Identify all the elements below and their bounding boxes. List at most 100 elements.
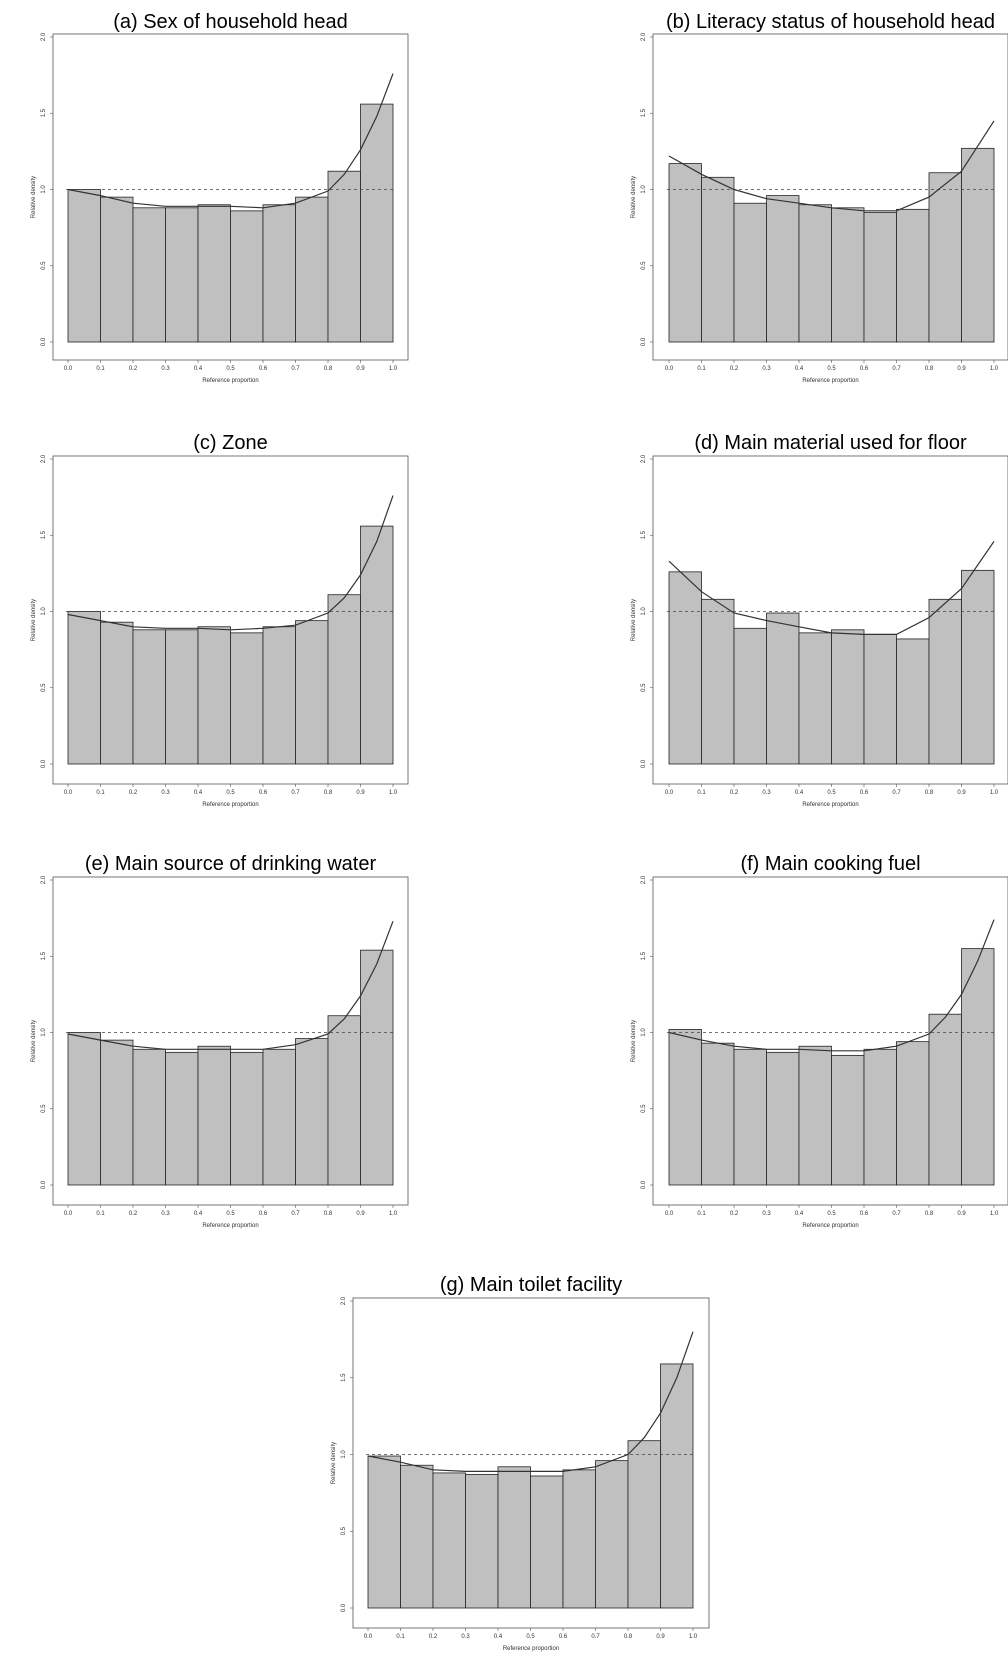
- chart-panel-f: (f) Main cooking fuel 0.0 0.1 0.2 0.3 0.4 0.5 0…: [631, 853, 1008, 1229]
- histogram-bar: [367, 1455, 401, 1609]
- x-tick-label: 0.6: [259, 1211, 268, 1217]
- x-tick-label: 0.5: [526, 1634, 535, 1640]
- histogram-bar: [327, 594, 361, 765]
- y-tick-label: 1.5: [41, 108, 47, 117]
- x-tick-label: 0.9: [656, 1634, 665, 1640]
- histogram-bar: [432, 1472, 466, 1609]
- x-tick-label: 0.1: [697, 1211, 706, 1217]
- histogram-bar: [132, 1048, 166, 1186]
- chart-title: (e) Main source of drinking water: [85, 853, 377, 875]
- y-tick-label: 1.5: [641, 530, 647, 539]
- histogram-bar: [360, 949, 394, 1186]
- x-tick-label: 0.5: [827, 790, 836, 796]
- histogram-bar: [100, 196, 134, 343]
- histogram-bar: [863, 1048, 897, 1186]
- histogram-bar: [400, 1464, 434, 1609]
- x-tick-label: 0.9: [356, 790, 365, 796]
- y-tick-label: 0.0: [41, 337, 47, 346]
- y-tick-label: 1.0: [41, 607, 47, 616]
- x-tick-label: 0.2: [730, 790, 739, 796]
- chart-panel-d: (d) Main material used for floor 0.0 0.1 0.…: [631, 432, 1008, 808]
- histogram-bar: [67, 1032, 101, 1186]
- x-tick-label: 0.0: [364, 1634, 373, 1640]
- histogram-bar: [961, 147, 995, 343]
- histogram-bar: [562, 1469, 596, 1609]
- x-tick-label: 0.6: [860, 1211, 869, 1217]
- x-tick-label: 0.9: [356, 366, 365, 372]
- density-curve: [67, 920, 394, 1050]
- histogram-bar: [595, 1460, 629, 1609]
- plot-frame: [652, 33, 1008, 361]
- x-tick-label: 0.0: [665, 790, 674, 796]
- x-axis-label: Reference proportion: [503, 1646, 559, 1652]
- histogram-bar: [165, 629, 199, 765]
- x-tick-label: 1.0: [990, 1211, 999, 1217]
- x-tick-label: 0.7: [892, 790, 901, 796]
- y-axis-label: Relative density: [31, 1020, 37, 1062]
- histogram-bar: [701, 1042, 735, 1186]
- x-tick-label: 0.5: [226, 790, 235, 796]
- histogram-bar: [165, 207, 199, 343]
- x-tick-label: 0.1: [697, 366, 706, 372]
- y-tick-label: 1.0: [41, 1028, 47, 1037]
- x-axis-label: Reference proportion: [202, 802, 258, 808]
- y-tick-label: 1.5: [641, 108, 647, 117]
- chart-panel-b: (b) Literacy status of household head 0.0…: [631, 11, 1008, 384]
- y-tick-label: 1.5: [41, 530, 47, 539]
- density-curve: [668, 541, 995, 636]
- x-tick-label: 0.5: [226, 1211, 235, 1217]
- chart-title: (b) Literacy status of household head: [666, 11, 995, 33]
- histogram-bar: [197, 204, 231, 343]
- histogram-bar: [668, 1029, 702, 1186]
- density-curve: [668, 919, 995, 1052]
- x-tick-label: 0.7: [291, 1211, 300, 1217]
- x-tick-label: 0.7: [291, 366, 300, 372]
- histogram-bar: [798, 1045, 832, 1186]
- histogram-bar: [197, 626, 231, 765]
- y-axis-label: Relative density: [631, 1020, 637, 1062]
- histogram-bar: [896, 638, 930, 765]
- x-tick-label: 0.5: [827, 1211, 836, 1217]
- histogram-bar: [831, 629, 865, 765]
- x-tick-label: 1.0: [990, 366, 999, 372]
- x-tick-label: 0.5: [827, 366, 836, 372]
- y-tick-label: 1.0: [341, 1450, 347, 1459]
- histogram-bar: [530, 1475, 564, 1609]
- x-tick-label: 0.4: [795, 790, 804, 796]
- histogram-bar: [961, 948, 995, 1186]
- histogram-bar: [327, 1015, 361, 1186]
- y-tick-label: 1.0: [41, 185, 47, 194]
- x-tick-label: 0.0: [64, 366, 73, 372]
- x-tick-label: 1.0: [389, 790, 398, 796]
- chart-title: (g) Main toilet facility: [440, 1274, 622, 1296]
- histogram-bar: [831, 1054, 865, 1186]
- histogram-bar: [766, 612, 800, 765]
- x-tick-label: 0.6: [259, 790, 268, 796]
- chart-panel-e: (e) Main source of drinking water 0.0 0.1 0…: [31, 853, 409, 1229]
- x-tick-label: 1.0: [389, 366, 398, 372]
- x-tick-label: 0.1: [697, 790, 706, 796]
- x-tick-label: 0.3: [762, 1211, 771, 1217]
- histogram-bar: [701, 598, 735, 765]
- histogram-bar: [798, 632, 832, 765]
- histogram-bar: [132, 629, 166, 765]
- histogram-bar: [67, 611, 101, 765]
- y-axis-label: Relative density: [331, 1442, 337, 1484]
- x-tick-label: 0.8: [324, 790, 333, 796]
- density-curve: [67, 73, 394, 209]
- histogram-bar: [668, 571, 702, 765]
- chart-title: (c) Zone: [193, 432, 267, 454]
- x-tick-label: 0.9: [957, 366, 966, 372]
- x-tick-label: 0.0: [64, 790, 73, 796]
- x-tick-label: 0.2: [129, 1211, 138, 1217]
- y-tick-label: 0.5: [641, 683, 647, 692]
- x-tick-label: 0.4: [795, 366, 804, 372]
- x-tick-label: 0.1: [96, 366, 105, 372]
- y-tick-label: 0.5: [41, 261, 47, 270]
- x-tick-label: 0.9: [957, 790, 966, 796]
- plot-frame: [652, 876, 1008, 1206]
- x-tick-label: 0.4: [194, 790, 203, 796]
- histogram-bar: [230, 1051, 264, 1186]
- histogram-bar: [497, 1466, 531, 1609]
